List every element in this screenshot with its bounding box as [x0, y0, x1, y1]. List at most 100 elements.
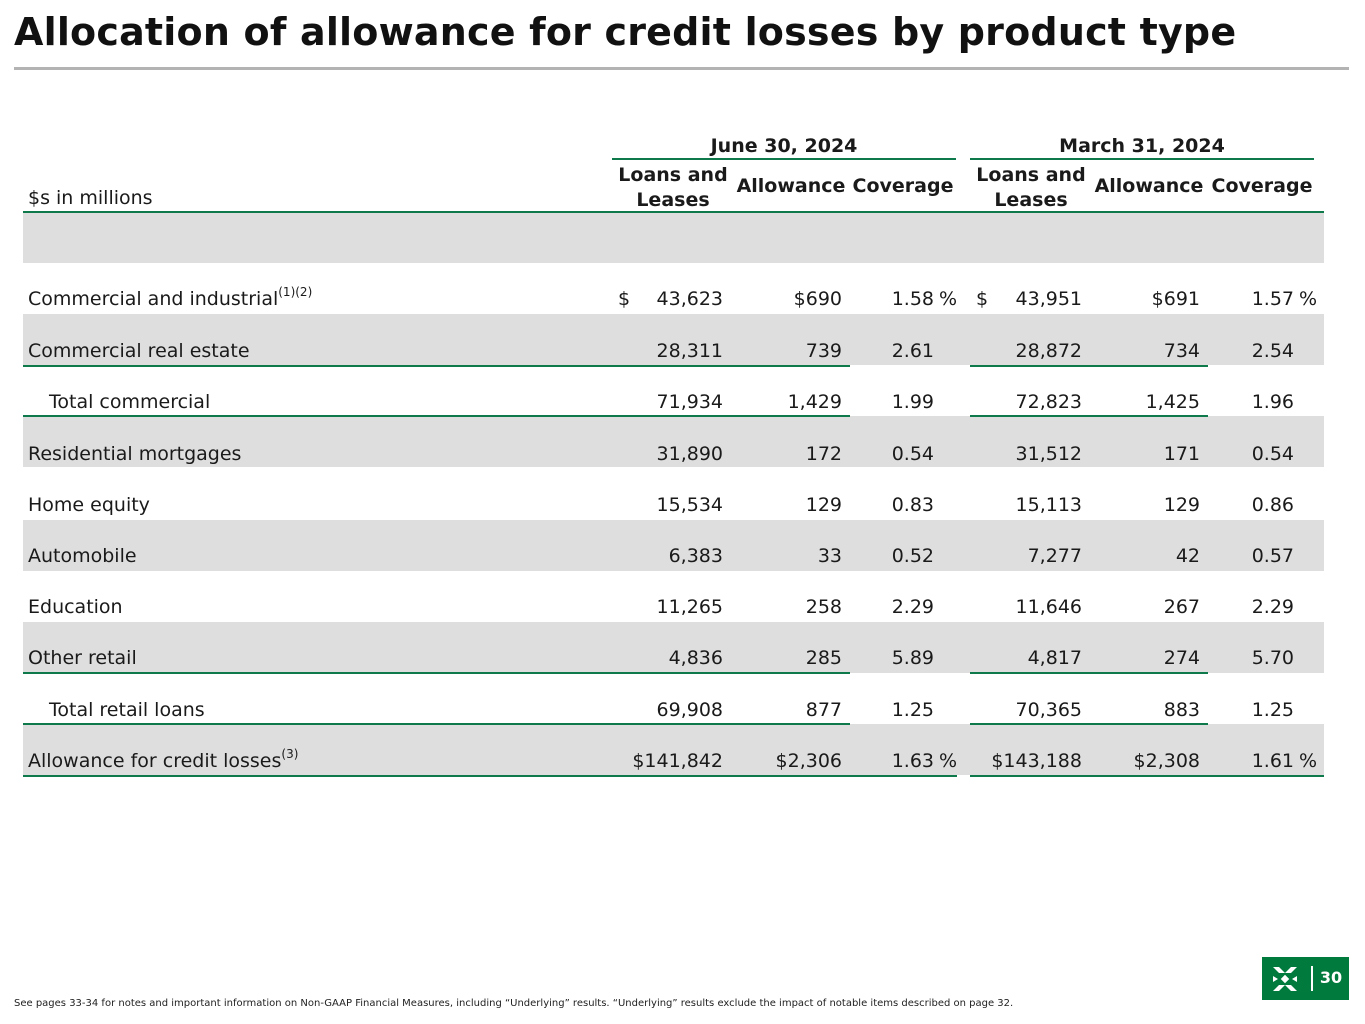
- allowance-march: 883: [1163, 699, 1200, 721]
- allowance-june: 1,429: [787, 391, 842, 413]
- allowance-june: 129: [805, 494, 842, 516]
- coverage-june: 0.54: [891, 443, 934, 465]
- header-band: [23, 212, 1324, 263]
- period-march-2024: March 31, 2024: [1059, 135, 1225, 157]
- row-label: Commercial real estate: [28, 340, 250, 362]
- subtotal-rule: [23, 672, 850, 674]
- loans-june: 43,623: [656, 288, 723, 310]
- percent-sign: %: [1299, 750, 1318, 772]
- coverage-march: 0.86: [1251, 494, 1294, 516]
- row-label: Education: [28, 596, 123, 618]
- loans-march: 15,113: [1015, 494, 1082, 516]
- currency-symbol: $: [976, 288, 989, 310]
- row-label: Other retail: [28, 647, 137, 669]
- subtotal-rule: [23, 723, 850, 725]
- allowance-june: 285: [805, 647, 842, 669]
- row-label: Total retail loans: [49, 699, 205, 721]
- percent-sign: %: [939, 288, 958, 310]
- allowance-june: $2,306: [775, 750, 842, 772]
- currency-symbol: $: [618, 288, 631, 310]
- loans-june: 71,934: [656, 391, 723, 413]
- loans-march: 11,646: [1015, 596, 1082, 618]
- allowance-june: 877: [805, 699, 842, 721]
- title-divider: [14, 67, 1349, 70]
- col-coverage-june: Coverage: [852, 175, 954, 197]
- loans-march: 43,951: [1015, 288, 1082, 310]
- loans-june: 28,311: [656, 340, 723, 362]
- row-band: [23, 724, 1324, 775]
- page-title: Allocation of allowance for credit losse…: [14, 10, 1237, 54]
- row-label: Residential mortgages: [28, 443, 242, 465]
- loans-june: 15,534: [656, 494, 723, 516]
- footnote: See pages 33-34 for notes and important …: [14, 998, 1014, 1009]
- subtotal-rule: [970, 723, 1208, 725]
- coverage-june: 1.25: [891, 699, 934, 721]
- allowance-march: 267: [1163, 596, 1200, 618]
- row-label: Total commercial: [49, 391, 211, 413]
- loans-march: 28,872: [1015, 340, 1082, 362]
- allowance-march: 42: [1175, 545, 1200, 567]
- percent-sign: %: [939, 750, 958, 772]
- subtotal-rule: [970, 672, 1208, 674]
- units-label: $s in millions: [28, 187, 153, 209]
- subtotal-rule: [23, 415, 850, 417]
- row-label: Automobile: [28, 545, 137, 567]
- loans-june: 69,908: [656, 699, 723, 721]
- allowance-march: $2,308: [1133, 750, 1200, 772]
- total-rule: [23, 775, 957, 777]
- row-label: Commercial and industrial(1)(2): [28, 284, 313, 310]
- brand-logo: 30: [1262, 957, 1349, 1000]
- coverage-june: 0.83: [891, 494, 934, 516]
- loans-june: 31,890: [656, 443, 723, 465]
- coverage-june: 1.63: [891, 750, 934, 772]
- col-coverage-march: Coverage: [1211, 175, 1313, 197]
- coverage-march: 0.54: [1251, 443, 1294, 465]
- allowance-june: 739: [805, 340, 842, 362]
- col-loans-june: Loans and Leases: [618, 164, 728, 211]
- coverage-june: 2.29: [891, 596, 934, 618]
- loans-march: 72,823: [1015, 391, 1082, 413]
- coverage-march: 2.54: [1251, 340, 1294, 362]
- subtotal-rule: [970, 415, 1208, 417]
- loans-march: $143,188: [991, 750, 1082, 772]
- allowance-march: 1,425: [1145, 391, 1200, 413]
- period-underline: [612, 158, 956, 160]
- coverage-march: 1.96: [1251, 391, 1294, 413]
- loans-june: 6,383: [668, 545, 723, 567]
- allowance-march: 171: [1163, 443, 1200, 465]
- logo-separator: [1311, 966, 1313, 991]
- loans-june: 4,836: [668, 647, 723, 669]
- coverage-june: 0.52: [891, 545, 934, 567]
- allowance-march: 129: [1163, 494, 1200, 516]
- coverage-march: 1.25: [1251, 699, 1294, 721]
- total-rule: [970, 775, 1324, 777]
- period-underline: [970, 158, 1314, 160]
- loans-march: 4,817: [1027, 647, 1082, 669]
- row-band: [23, 520, 1324, 571]
- percent-sign: %: [1299, 288, 1318, 310]
- subtotal-rule: [23, 365, 850, 367]
- allowance-march: $691: [1151, 288, 1200, 310]
- row-band: [23, 314, 1324, 365]
- row-label: Allowance for credit losses(3): [28, 746, 299, 772]
- subtotal-rule: [970, 365, 1208, 367]
- allowance-june: 33: [817, 545, 842, 567]
- allowance-march: 734: [1163, 340, 1200, 362]
- period-june-2024: June 30, 2024: [710, 135, 858, 157]
- coverage-june: 5.89: [891, 647, 934, 669]
- coverage-june: 1.58: [891, 288, 934, 310]
- col-allowance-june: Allowance: [736, 175, 846, 197]
- coverage-march: 0.57: [1251, 545, 1294, 567]
- coverage-march: 2.29: [1251, 596, 1294, 618]
- row-label: Home equity: [28, 494, 150, 516]
- row-band: [23, 416, 1324, 467]
- loans-march: 70,365: [1015, 699, 1082, 721]
- coverage-june: 1.99: [891, 391, 934, 413]
- header-divider: [23, 211, 1324, 213]
- allowance-march: 274: [1163, 647, 1200, 669]
- allowance-june: 258: [805, 596, 842, 618]
- citizens-logo-icon: [1273, 967, 1297, 991]
- coverage-march: 1.61: [1251, 750, 1294, 772]
- loans-march: 7,277: [1027, 545, 1082, 567]
- loans-june: $141,842: [632, 750, 723, 772]
